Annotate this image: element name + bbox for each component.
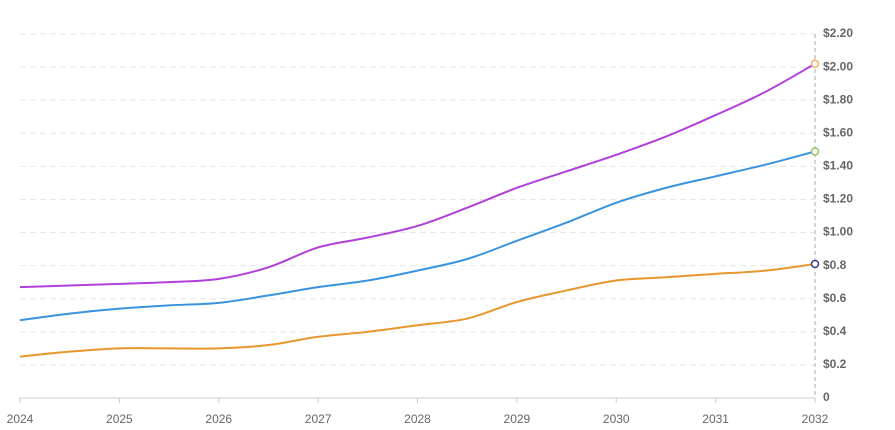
y-tick-label: $1.20: [823, 192, 853, 206]
y-tick-label: $1.00: [823, 225, 853, 239]
x-tick-label: 2032: [802, 412, 829, 426]
y-tick-label: $0.6: [823, 291, 847, 305]
y-tick-label: $0.8: [823, 258, 847, 272]
end-marker: [810, 59, 820, 69]
y-tick-label: $1.40: [823, 159, 853, 173]
y-tick-label: $2.20: [823, 26, 853, 40]
y-tick-label: $0.2: [823, 357, 847, 371]
x-tick-label: 2025: [106, 412, 133, 426]
x-tick-label: 2030: [603, 412, 630, 426]
x-tick-label: 2031: [702, 412, 729, 426]
x-tick-label: 2027: [305, 412, 332, 426]
end-marker: [810, 259, 820, 269]
y-tick-label: 0: [823, 390, 830, 404]
y-tick-label: $1.60: [823, 125, 853, 139]
x-tick-label: 2026: [205, 412, 232, 426]
x-tick-label: 2024: [7, 412, 34, 426]
x-tick-label: 2028: [404, 412, 431, 426]
y-tick-label: $2.00: [823, 59, 853, 73]
end-marker: [810, 147, 820, 156]
series-line: [19, 262, 816, 358]
y-tick-label: $0.4: [823, 324, 847, 338]
x-tick-label: 2029: [504, 412, 531, 426]
series-line: [19, 62, 816, 289]
series-line: [19, 150, 816, 322]
y-tick-label: $1.80: [823, 92, 853, 106]
